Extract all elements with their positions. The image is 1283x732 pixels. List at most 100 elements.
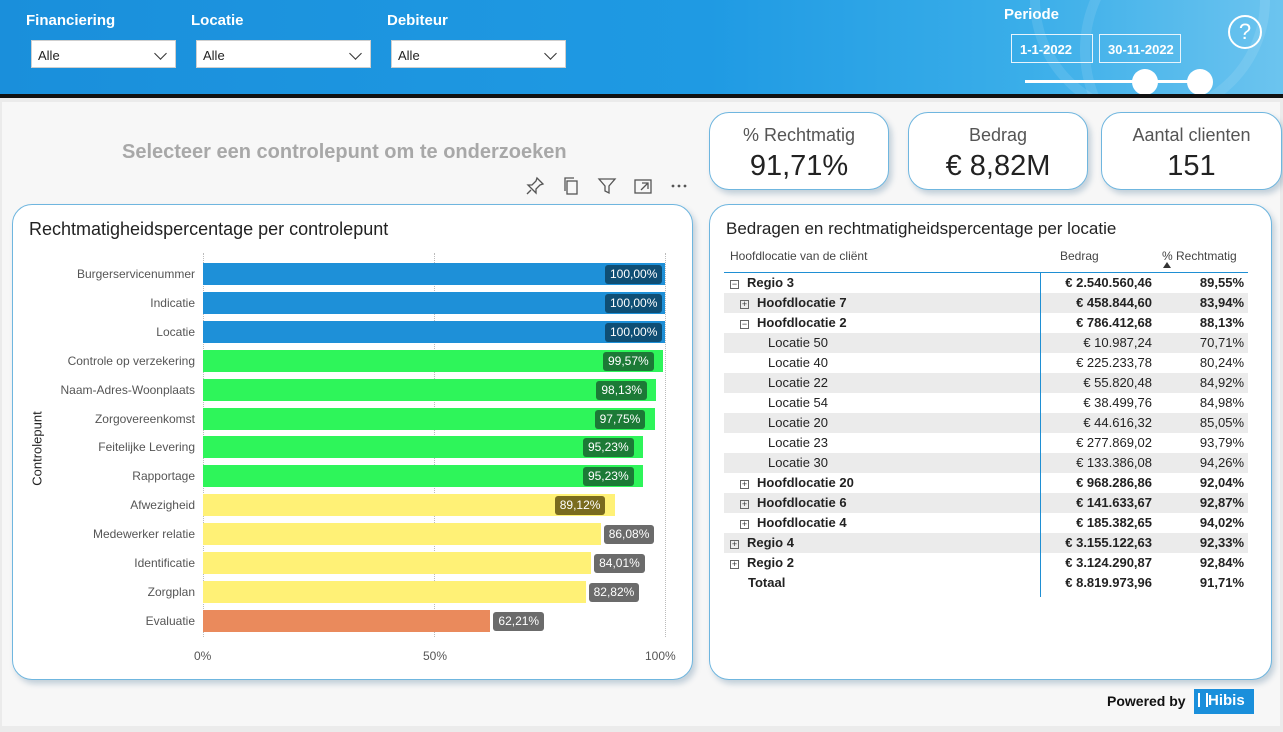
table-row[interactable]: − Regio 3 € 2.540.560,46 89,55%: [724, 273, 1248, 293]
help-icon[interactable]: ?: [1228, 15, 1262, 49]
table-row[interactable]: − Hoofdlocatie 2 € 786.412,68 88,13%: [724, 313, 1248, 333]
bar[interactable]: [203, 609, 491, 632]
column-header-bedrag[interactable]: Bedrag: [1060, 249, 1099, 263]
data-label: 97,75%: [594, 409, 646, 429]
filter-icon[interactable]: [596, 176, 618, 198]
gridline: [665, 253, 666, 637]
report-header: Financiering Alle Locatie Alle Debiteur …: [0, 0, 1283, 98]
table-row[interactable]: Locatie 30 € 133.386,08 94,26%: [724, 453, 1248, 473]
periode-start-input[interactable]: 1-1-2022: [1011, 34, 1093, 63]
chevron-down-icon: [544, 47, 557, 60]
table-row[interactable]: Locatie 54 € 38.499,76 84,98%: [724, 393, 1248, 413]
rechtmatig-cell: 88,13%: [1199, 315, 1244, 330]
bar[interactable]: [203, 291, 665, 314]
debiteur-dropdown[interactable]: Alle: [391, 40, 566, 68]
table-row[interactable]: + Regio 4 € 3.155.122,63 92,33%: [724, 533, 1248, 553]
x-axis-tick-label: 50%: [423, 649, 448, 663]
bar[interactable]: [203, 263, 665, 285]
bar[interactable]: [203, 407, 655, 430]
bedrag-cell: € 10.987,24: [1083, 335, 1152, 350]
table-row[interactable]: Locatie 50 € 10.987,24 70,71%: [724, 333, 1248, 353]
data-label: 84,01%: [594, 554, 645, 573]
collapse-icon[interactable]: −: [730, 279, 739, 289]
financiering-value: Alle: [38, 48, 60, 63]
row-label-cell: + Hoofdlocatie 20: [740, 473, 854, 493]
table-row[interactable]: + Hoofdlocatie 4 € 185.382,65 94,02%: [724, 513, 1248, 533]
focus-mode-icon[interactable]: [632, 176, 654, 198]
data-label: 100,00%: [605, 293, 663, 313]
kpi-card-aantal-clienten[interactable]: Aantal clienten 151: [1101, 112, 1282, 190]
kpi-card-bedrag[interactable]: Bedrag € 8,82M: [908, 112, 1088, 190]
financiering-dropdown[interactable]: Alle: [31, 40, 176, 68]
table-row[interactable]: + Hoofdlocatie 20 € 968.286,86 92,04%: [724, 473, 1248, 493]
data-label: 95,23%: [582, 467, 634, 487]
bedrag-cell: € 2.540.560,46: [1065, 275, 1152, 290]
row-label-cell: + Hoofdlocatie 7: [740, 293, 847, 313]
expand-icon[interactable]: +: [740, 479, 749, 489]
instruction-text: Selecteer een controlepunt om te onderzo…: [122, 141, 567, 163]
kpi-card-rechtmatig[interactable]: % Rechtmatig 91,71%: [709, 112, 889, 190]
pin-icon[interactable]: [524, 176, 546, 198]
row-label-text: Locatie 50: [768, 335, 828, 350]
bar[interactable]: [203, 349, 663, 372]
locatie-label: Locatie: [191, 12, 244, 29]
row-label-cell: + Regio 2: [730, 553, 794, 573]
table-row[interactable]: Locatie 23 € 277.869,02 93,79%: [724, 433, 1248, 453]
bedrag-cell: € 277.869,02: [1076, 435, 1152, 450]
expand-icon[interactable]: +: [740, 499, 749, 509]
table-row[interactable]: Locatie 20 € 44.616,32 85,05%: [724, 413, 1248, 433]
matrix-table[interactable]: Hoofdlocatie van de cliënt Bedrag % Rech…: [724, 245, 1248, 593]
bar[interactable]: [203, 523, 601, 546]
category-label: Naam-Adres-Woonplaats: [60, 382, 195, 397]
expand-icon[interactable]: +: [740, 299, 749, 309]
column-header-rechtmatig[interactable]: % Rechtmatig: [1162, 249, 1237, 263]
bar[interactable]: [203, 320, 665, 343]
row-label-text: Locatie 30: [768, 455, 828, 470]
row-label-cell: Locatie 22: [768, 373, 828, 393]
more-options-icon[interactable]: [668, 176, 690, 198]
expand-icon[interactable]: +: [730, 539, 739, 549]
copy-icon[interactable]: [560, 176, 582, 198]
bar[interactable]: [203, 378, 657, 401]
bar[interactable]: [203, 580, 586, 603]
category-label: Zorgplan: [147, 584, 195, 599]
periode-slider-end-handle[interactable]: [1187, 69, 1213, 95]
rechtmatig-cell: 84,98%: [1199, 395, 1244, 410]
data-label: 82,82%: [588, 582, 640, 602]
row-label-cell: Locatie 20: [768, 413, 828, 433]
periode-end-input[interactable]: 30-11-2022: [1099, 34, 1181, 63]
expand-icon[interactable]: +: [740, 519, 749, 529]
table-row[interactable]: + Hoofdlocatie 6 € 141.633,67 92,87%: [724, 493, 1248, 513]
table-row[interactable]: Locatie 22 € 55.820,48 84,92%: [724, 373, 1248, 393]
periode-slider-track[interactable]: [1025, 80, 1200, 83]
locatie-dropdown[interactable]: Alle: [196, 40, 371, 68]
bedrag-cell: € 225.233,78: [1076, 355, 1152, 370]
kpi-title: % Rechtmatig: [742, 125, 856, 145]
row-label-cell: + Hoofdlocatie 6: [740, 493, 847, 513]
collapse-icon[interactable]: −: [740, 319, 749, 329]
bar[interactable]: [203, 436, 643, 459]
bar[interactable]: [203, 465, 643, 488]
data-label: 62,21%: [493, 611, 545, 631]
bar[interactable]: [203, 552, 592, 574]
bar[interactable]: [203, 494, 615, 517]
table-row[interactable]: + Regio 2 € 3.124.290,87 92,84%: [724, 553, 1248, 573]
column-header-hoofdlocatie[interactable]: Hoofdlocatie van de cliënt: [730, 249, 868, 263]
bar-chart-card[interactable]: Rechtmatigheidspercentage per controlepu…: [12, 204, 693, 680]
table-card[interactable]: Bedragen en rechtmatigheidspercentage pe…: [709, 204, 1272, 680]
row-label-cell: + Hoofdlocatie 4: [740, 513, 847, 533]
table-row[interactable]: + Hoofdlocatie 7 € 458.844,60 83,94%: [724, 293, 1248, 313]
table-row[interactable]: Totaal € 8.819.973,96 91,71%: [724, 573, 1248, 593]
decorative-arc: [1080, 0, 1283, 98]
row-label-cell: + Regio 4: [730, 533, 794, 553]
row-label-text: Locatie 40: [768, 355, 828, 370]
expand-icon[interactable]: +: [730, 559, 739, 569]
table-body: − Regio 3 € 2.540.560,46 89,55% + Hoofdlocati…: [724, 273, 1248, 593]
table-row[interactable]: Locatie 40 € 225.233,78 80,24%: [724, 353, 1248, 373]
periode-slider-start-handle[interactable]: [1132, 69, 1158, 95]
kpi-title: Aantal clienten: [1132, 125, 1251, 145]
row-label-text: Hoofdlocatie 2: [757, 315, 847, 330]
hibis-logo: Hibis: [1194, 689, 1254, 714]
category-label: Rapportage: [132, 469, 195, 484]
rechtmatig-cell: 80,24%: [1199, 355, 1244, 370]
